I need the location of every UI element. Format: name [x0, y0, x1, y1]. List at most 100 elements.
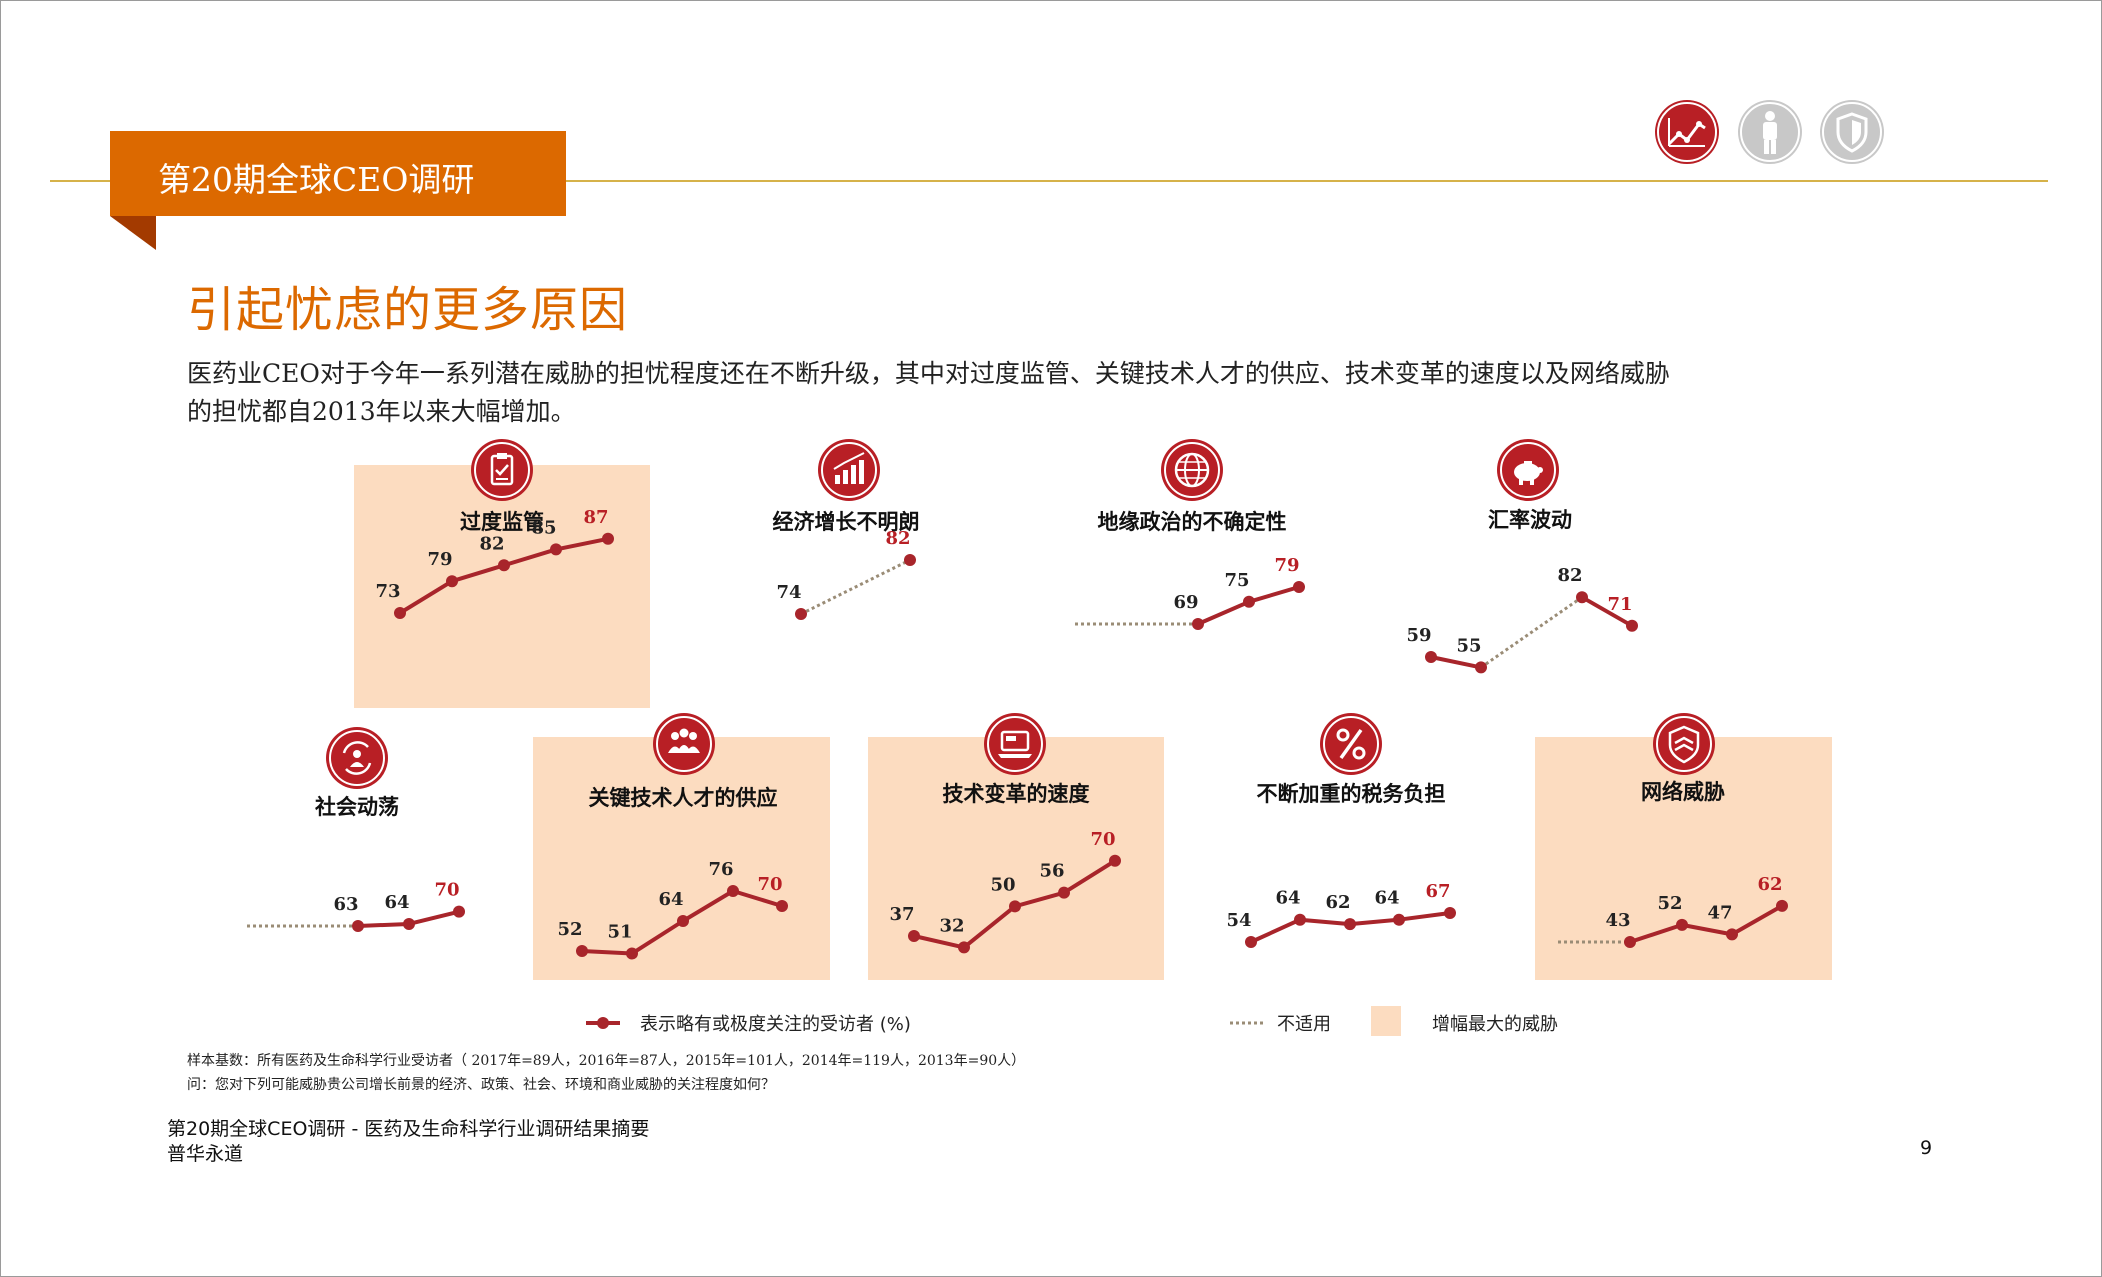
series-line-segment	[1299, 917, 1351, 927]
chart-title: 关键技术人才的供应	[588, 786, 778, 810]
data-point	[1475, 661, 1487, 674]
series-line-segment	[681, 889, 735, 923]
data-point	[1393, 913, 1405, 926]
shield-icon[interactable]	[1820, 100, 1884, 164]
people-cycle-icon	[326, 727, 388, 789]
data-point	[1776, 899, 1788, 912]
data-point	[1243, 595, 1255, 608]
data-point	[498, 559, 510, 572]
laptop-icon	[984, 713, 1046, 775]
data-point	[677, 915, 689, 927]
data-label: 54	[1226, 910, 1251, 931]
page-number: 9	[1920, 1137, 1933, 1159]
chart-title: 汇率波动	[1488, 508, 1572, 532]
data-label: 64	[1275, 888, 1300, 909]
data-point	[1676, 918, 1688, 931]
data-point	[1109, 854, 1121, 867]
series-line-segment	[1248, 585, 1300, 604]
page-title: 引起忧虑的更多原因	[187, 282, 629, 338]
data-label: 71	[1607, 594, 1632, 615]
data-label: 47	[1707, 902, 1732, 923]
data-point	[958, 941, 970, 954]
data-label: 67	[1425, 881, 1450, 902]
legend-highlight-label: 增幅最大的威胁	[1432, 1014, 1558, 1035]
footer-company: 普华永道	[167, 1143, 244, 1165]
piggy-bank-icon	[1497, 439, 1559, 501]
na-dotted-line	[1480, 595, 1583, 669]
data-point	[795, 608, 807, 620]
data-label: 79	[1274, 555, 1299, 576]
person-icon[interactable]	[1738, 100, 1802, 164]
series-line-segment	[630, 919, 685, 956]
data-point	[1624, 936, 1636, 948]
data-point	[626, 947, 638, 960]
chart-title: 不断加重的税务负担	[1256, 782, 1446, 806]
data-point	[446, 575, 458, 588]
series-line-segment	[913, 934, 965, 950]
series-line-segment	[1250, 917, 1301, 944]
bar-chart-rising-icon	[818, 439, 880, 501]
series-line-segment	[1062, 859, 1117, 895]
series-line-segment	[503, 547, 557, 568]
data-point	[403, 917, 415, 930]
data-point	[453, 905, 465, 918]
data-label: 52	[1657, 893, 1682, 914]
data-label: 70	[757, 874, 782, 895]
data-label: 51	[607, 922, 632, 943]
globe-icon	[1161, 439, 1223, 501]
chart-title: 经济增长不明朗	[772, 510, 920, 534]
data-label: 43	[1605, 910, 1630, 931]
banner-title: 第20期全球CEO调研	[158, 160, 475, 199]
series-line-segment	[1629, 923, 1683, 944]
series-line-segment	[1014, 890, 1065, 909]
data-label: 56	[1039, 861, 1064, 882]
intro-paragraph: 医药业CEO对于今年一系列潜在威胁的担忧程度还在不断升级，其中对过度监管、关键技…	[187, 355, 1927, 431]
data-label: 63	[333, 894, 358, 915]
percent-icon	[1320, 713, 1382, 775]
data-label: 52	[557, 919, 582, 940]
chart-title: 地缘政治的不确定性	[1097, 510, 1287, 534]
data-label: 32	[939, 915, 964, 936]
data-label: 82	[885, 528, 910, 549]
chart-growth-icon[interactable]	[1655, 100, 1719, 164]
data-point	[1344, 918, 1356, 931]
highlight-box-regulation	[354, 465, 650, 708]
series-line-segment	[1197, 599, 1250, 626]
data-label: 82	[1557, 565, 1582, 586]
legend-highlight-swatch	[1371, 1006, 1401, 1036]
data-point	[904, 554, 916, 566]
data-label: 64	[658, 889, 683, 910]
data-label: 70	[1090, 829, 1115, 850]
team-icon	[653, 713, 715, 775]
series-line-segment	[732, 889, 783, 908]
legend-na-label: 不适用	[1277, 1014, 1331, 1035]
data-point	[352, 920, 364, 932]
data-label: 75	[1224, 570, 1249, 591]
data-label: 37	[889, 904, 914, 925]
highlight-box-talent	[533, 737, 830, 980]
data-point	[394, 607, 406, 619]
data-point	[1294, 913, 1306, 926]
series-line-segment	[1349, 917, 1400, 927]
legend-line-label: 表示略有或极度关注的受访者 (%)	[640, 1014, 911, 1035]
header-rule	[50, 180, 2048, 182]
data-label: 59	[1406, 625, 1431, 646]
series-line-segment	[1731, 904, 1783, 937]
series-line-segment	[451, 563, 505, 584]
series-line-segment	[1398, 911, 1451, 922]
data-label: 62	[1757, 874, 1782, 895]
data-label: 76	[708, 859, 733, 880]
data-label: 64	[384, 892, 409, 913]
sample-note: 样本基数：所有医药及生命科学行业受访者（ 2017年=89人，2016年=87人…	[187, 1053, 1026, 1069]
data-label: 85	[531, 517, 556, 538]
data-label: 70	[434, 880, 459, 901]
data-label: 87	[583, 507, 608, 528]
data-point	[1576, 591, 1588, 604]
report-banner: 第20期全球CEO调研	[110, 131, 566, 216]
data-label: 79	[427, 549, 452, 570]
data-point	[1245, 936, 1257, 948]
chart-title: 网络威胁	[1641, 780, 1725, 804]
chart-title: 过度监管	[460, 510, 544, 534]
data-point	[776, 900, 788, 912]
question-note: 问：您对下列可能威胁贵公司增长前景的经济、政策、社会、环境和商业威胁的关注程度如…	[187, 1077, 775, 1093]
